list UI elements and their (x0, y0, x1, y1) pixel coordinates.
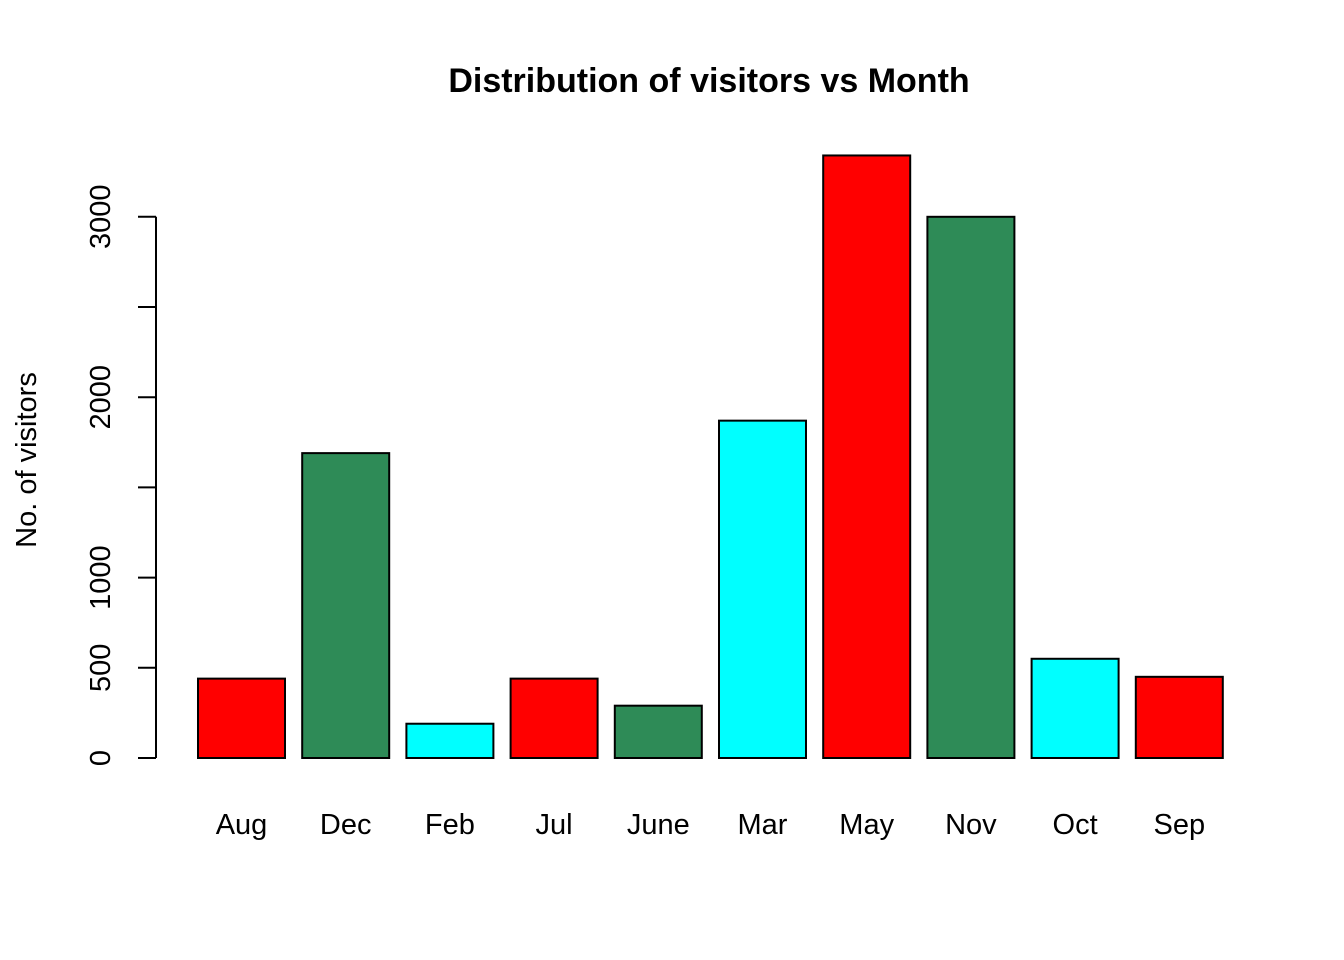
x-tick-label-nov: Nov (945, 809, 997, 841)
bar-nov (926, 215, 1016, 760)
bar-aug (197, 677, 286, 760)
bar-sep (1134, 675, 1224, 760)
x-tick-label-may: May (839, 809, 894, 841)
y-tick-label: 2000 (85, 365, 117, 430)
bar-jul (509, 677, 599, 760)
bar-june (613, 704, 703, 760)
x-tick-label-mar: Mar (738, 809, 788, 841)
x-tick-label-aug: Aug (216, 809, 268, 841)
x-tick-label-sep: Sep (1153, 809, 1205, 841)
y-tick-label: 1000 (85, 545, 117, 610)
bar-feb (405, 722, 495, 759)
bar-mar (718, 419, 807, 759)
bar-dec (301, 452, 391, 759)
x-tick-label-feb: Feb (425, 809, 475, 841)
x-tick-label-dec: Dec (320, 809, 372, 841)
bar-may (822, 154, 912, 760)
y-tick-label: 500 (85, 644, 117, 692)
bars-group (197, 154, 1224, 760)
y-axis: 0 500 1000 2000 3000 (85, 185, 157, 766)
y-axis-label: No. of visitors (11, 372, 43, 548)
x-axis-labels: Aug Dec Feb Jul June Mar May Nov Oct Sep (216, 809, 1205, 841)
x-tick-label-jul: Jul (536, 809, 573, 841)
y-tick-label: 3000 (85, 185, 117, 250)
bar-oct (1030, 657, 1120, 760)
x-tick-label-oct: Oct (1053, 809, 1098, 841)
y-tick-label: 0 (85, 750, 117, 766)
chart-title: Distribution of visitors vs Month (448, 62, 969, 100)
x-tick-label-june: June (627, 809, 690, 841)
